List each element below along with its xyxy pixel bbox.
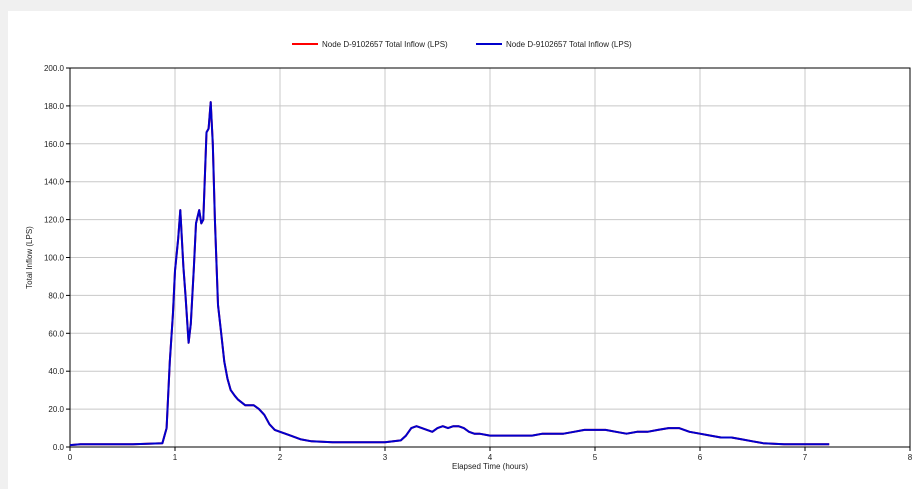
x-tick-label: 5 (593, 453, 598, 462)
x-axis: 0 1 2 3 4 5 6 7 8 (68, 447, 912, 462)
x-tick-label: 8 (908, 453, 912, 462)
legend: Node D-9102657 Total Inflow (LPS) Node D-… (292, 40, 632, 49)
series-lines (69, 101, 830, 447)
y-axis-title: Total Inflow (LPS) (25, 226, 34, 289)
x-tick-label: 4 (488, 453, 493, 462)
y-tick-label: 80.0 (48, 291, 64, 300)
y-tick-label: 140.0 (44, 178, 65, 187)
x-axis-title: Elapsed Time (hours) (452, 462, 528, 471)
y-tick-label: 100.0 (44, 254, 65, 263)
y-tick-label: 40.0 (48, 367, 64, 376)
legend-label: Node D-9102657 Total Inflow (LPS) (506, 40, 632, 49)
inflow-chart: Node D-9102657 Total Inflow (LPS) Node D-… (25, 40, 912, 471)
y-tick-label: 60.0 (48, 329, 64, 338)
series-line-2 (69, 101, 830, 447)
x-tick-label: 3 (383, 453, 388, 462)
x-tick-label: 1 (173, 453, 178, 462)
y-tick-label: 120.0 (44, 216, 65, 225)
y-tick-label: 20.0 (48, 405, 64, 414)
x-tick-label: 7 (803, 453, 808, 462)
y-tick-label: 0.0 (53, 443, 65, 452)
y-tick-label: 180.0 (44, 102, 65, 111)
y-tick-label: 200.0 (44, 64, 65, 73)
x-tick-label: 0 (68, 453, 73, 462)
grid (69, 67, 911, 448)
chart-panel: Node D-9102657 Total Inflow (LPS) Node D-… (8, 11, 912, 489)
y-axis: 0.0 20.0 40.0 60.0 80.0 100.0 120.0 140.0 160.0 1… (44, 64, 70, 452)
y-tick-label: 160.0 (44, 140, 65, 149)
x-tick-label: 2 (278, 453, 283, 462)
legend-label: Node D-9102657 Total Inflow (LPS) (322, 40, 448, 49)
x-tick-label: 6 (698, 453, 703, 462)
